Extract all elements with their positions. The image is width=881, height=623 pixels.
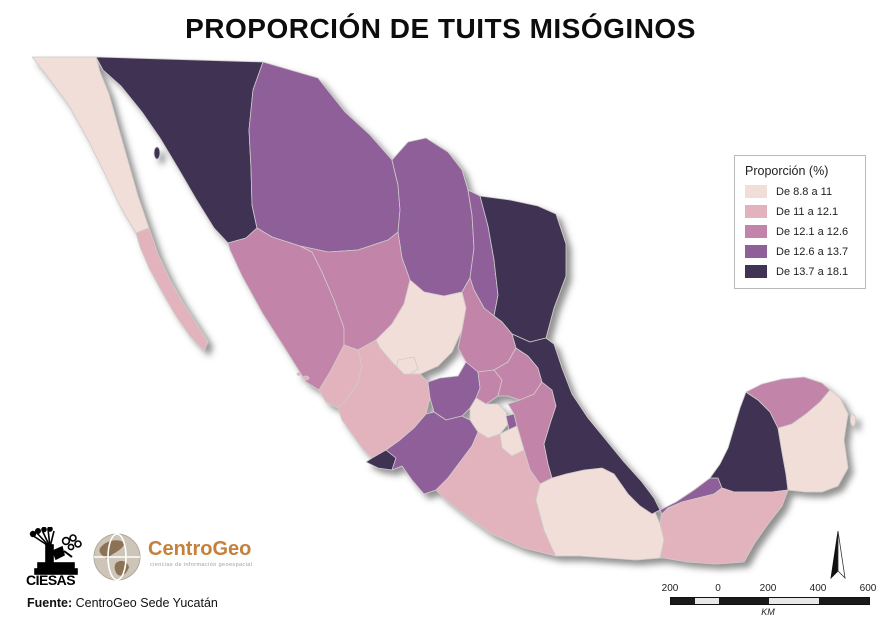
page-title: PROPORCIÓN DE TUITS MISÓGINOS bbox=[185, 13, 696, 44]
state-veracruz bbox=[511, 333, 661, 515]
state-chiapas bbox=[659, 487, 789, 565]
aztec-scribe-icon bbox=[29, 527, 82, 575]
scale-tick-label: 400 bbox=[809, 583, 827, 594]
state-oaxaca bbox=[535, 467, 665, 561]
source-prefix: Fuente: bbox=[27, 596, 73, 610]
legend-item: De 12.6 a 13.7 bbox=[745, 245, 857, 258]
legend-swatch-5 bbox=[745, 265, 767, 278]
state-guerrero bbox=[435, 431, 557, 557]
ciesas-wordmark: CIESAS bbox=[26, 572, 76, 588]
legend-swatch-4 bbox=[745, 245, 767, 258]
legend-label: De 12.1 a 12.6 bbox=[776, 225, 849, 238]
legend-label: De 8.8 a 11 bbox=[776, 185, 833, 198]
scale-unit-label: KM bbox=[761, 607, 775, 617]
scale-segment bbox=[671, 598, 695, 604]
scale-segment bbox=[719, 598, 769, 604]
scale-segment bbox=[695, 598, 719, 604]
island-marias bbox=[302, 375, 310, 381]
scale-bar-segments bbox=[670, 597, 870, 605]
globe-icon bbox=[93, 533, 141, 581]
state-zacatecas bbox=[375, 279, 467, 375]
legend-label: De 11 a 12.1 bbox=[776, 205, 839, 218]
centrogeo-logo bbox=[93, 533, 141, 581]
state-baja-california-sur bbox=[135, 227, 209, 352]
scale-bar: 200 0 200 400 600 KM bbox=[660, 583, 877, 619]
north-arrow-icon bbox=[830, 530, 846, 580]
centrogeo-wordmark: CentroGeo bbox=[148, 538, 252, 560]
state-chihuahua bbox=[248, 61, 401, 253]
legend-item: De 8.8 a 11 bbox=[745, 185, 857, 198]
legend-swatch-3 bbox=[745, 225, 767, 238]
legend-item: De 12.1 a 12.6 bbox=[745, 225, 857, 238]
ciesas-logo bbox=[29, 527, 82, 575]
legend-item: De 11 a 12.1 bbox=[745, 205, 857, 218]
legend-swatch-2 bbox=[745, 205, 767, 218]
source-text: CentroGeo Sede Yucatán bbox=[72, 596, 218, 610]
legend-item: De 13.7 a 18.1 bbox=[745, 265, 857, 278]
island-marias-2 bbox=[296, 372, 302, 376]
legend-label: De 12.6 a 13.7 bbox=[776, 245, 849, 258]
scale-segment bbox=[819, 598, 869, 604]
island-cozumel bbox=[850, 413, 856, 427]
legend: Proporción (%) De 8.8 a 11 De 11 a 12.1 … bbox=[734, 155, 866, 289]
source-note: Fuente: CentroGeo Sede Yucatán bbox=[27, 596, 218, 610]
scale-tick-label: 600 bbox=[859, 583, 877, 594]
legend-title: Proporción (%) bbox=[745, 164, 829, 178]
scale-segment bbox=[769, 598, 819, 604]
scale-tick-label: 200 bbox=[759, 583, 777, 594]
scale-tick-label: 0 bbox=[715, 583, 721, 594]
scale-tick-label: 200 bbox=[661, 583, 679, 594]
legend-swatch-1 bbox=[745, 185, 767, 198]
centrogeo-tagline: ciencias de información geoespacial bbox=[150, 562, 253, 568]
state-quintana-roo bbox=[777, 389, 849, 493]
island-tiburon bbox=[153, 146, 161, 160]
legend-label: De 13.7 a 18.1 bbox=[776, 265, 849, 278]
